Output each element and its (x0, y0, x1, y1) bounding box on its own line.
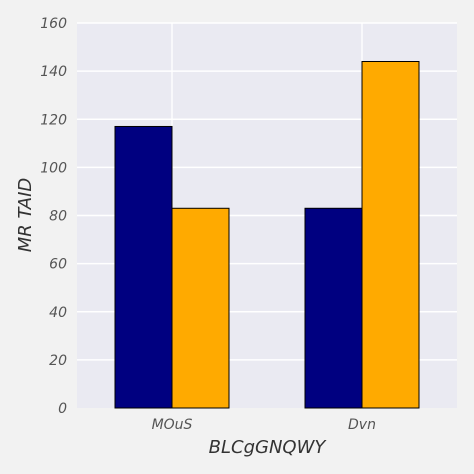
bar-series-1-Dvn (304, 207, 363, 409)
y-tick-label: 40 (49, 305, 67, 321)
y-tick-label: 0 (58, 401, 67, 417)
bar-series-1-MOuS (114, 125, 173, 409)
bar-series-2-MOuS (171, 207, 230, 409)
x-tick-label: MOuS (152, 417, 193, 433)
y-tick-label: 160 (40, 16, 67, 32)
x-axis-title: BLCgGNQWY (209, 437, 328, 458)
y-tick-labels: 0 20 40 60 80 100 120 140 160 (40, 16, 67, 417)
y-tick-label: 120 (40, 112, 67, 128)
y-tick-label: 20 (49, 353, 67, 369)
bars (114, 61, 420, 409)
y-axis-title: MR TAID (15, 178, 36, 253)
bar-series-2-Dvn (361, 61, 420, 409)
y-tick-label: 100 (40, 160, 67, 176)
x-tick-labels: MOuS Dvn (152, 417, 376, 433)
y-tick-label: 60 (49, 257, 67, 273)
y-tick-label: 140 (40, 64, 67, 80)
y-tick-label: 80 (49, 209, 67, 225)
x-tick-label: Dvn (348, 417, 376, 433)
